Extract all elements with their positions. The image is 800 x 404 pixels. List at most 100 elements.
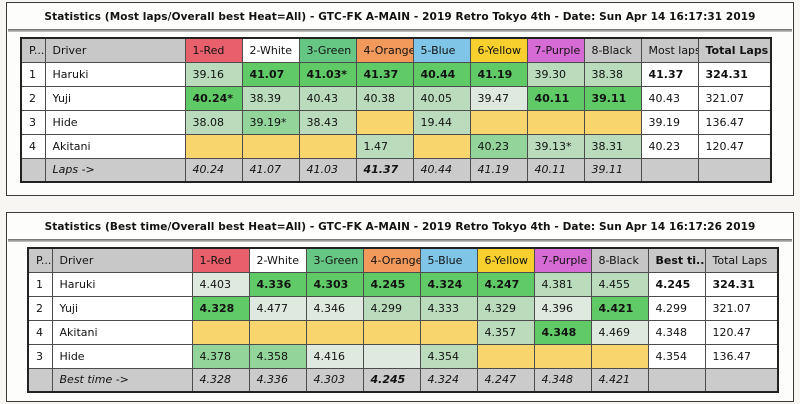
col-header-heat-8: 8-Black xyxy=(590,247,649,273)
heat-time-cell-7 xyxy=(526,109,585,135)
col-header-heat-1: 1-Red xyxy=(191,247,250,273)
position-cell: 1 xyxy=(27,271,53,297)
heat-time-cell-2: 4.477 xyxy=(248,295,307,321)
column-header-row: P... Driver 1-Red 2-White 3-Green 4-Orange 5-B… xyxy=(20,37,772,63)
heat-time-cell-8: 39.11 xyxy=(583,85,642,111)
overall-best-row: Laps -> 40.24 41.07 41.03 41.37 40.44 41.19 40.… xyxy=(20,157,772,183)
heat-time-cell-2 xyxy=(241,133,300,159)
col-header-heat-5: 5-Blue xyxy=(412,37,471,63)
column-header-row: P... Driver 1-Red 2-White 3-Green 4-Orange 5-B… xyxy=(27,247,779,273)
footer-label: Laps -> xyxy=(44,157,186,183)
heat-time-cell-2: 4.336 xyxy=(248,271,307,297)
heat-time-cell-6: 41.19 xyxy=(469,61,528,87)
driver-name-cell: Hide xyxy=(44,109,186,135)
col-header-heat-5: 5-Blue xyxy=(419,247,478,273)
col-header-position: P... xyxy=(27,247,53,273)
footer-value-cell-4: 4.245 xyxy=(362,367,421,393)
position-cell: 3 xyxy=(20,109,46,135)
stats-sheet-most-laps: Statistics (Most laps/Overall best Heat=… xyxy=(6,2,794,196)
total-laps-cell: 120.47 xyxy=(704,319,779,345)
footer-value-cell-3: 4.303 xyxy=(305,367,364,393)
heat-time-cell-3: 4.346 xyxy=(305,295,364,321)
total-laps-cell: 324.31 xyxy=(704,271,779,297)
heat-time-cell-3: 4.416 xyxy=(305,343,364,369)
heat-time-cell-5: 40.05 xyxy=(412,85,471,111)
heat-time-cell-2: 39.19* xyxy=(241,109,300,135)
heat-time-cell-4: 41.37 xyxy=(355,61,414,87)
heat-time-cell-6: 4.247 xyxy=(476,271,535,297)
heat-time-cell-7: 4.348 xyxy=(533,319,592,345)
heat-time-cell-2: 4.358 xyxy=(248,343,307,369)
footer-value-cell-8: 39.11 xyxy=(583,157,642,183)
footer-value-cell-3: 41.03 xyxy=(298,157,357,183)
heat-time-cell-7: 39.13* xyxy=(526,133,585,159)
driver-name-cell: Yuji xyxy=(44,85,186,111)
heat-time-cell-1 xyxy=(184,133,243,159)
col-header-heat-3: 3-Green xyxy=(298,37,357,63)
total-laps-cell: 136.47 xyxy=(697,109,772,135)
col-header-heat-6: 6-Yellow xyxy=(476,247,535,273)
heat-time-cell-6 xyxy=(469,109,528,135)
driver-name-cell: Yuji xyxy=(51,295,193,321)
heat-time-cell-7: 4.396 xyxy=(533,295,592,321)
heat-time-cell-4: 4.245 xyxy=(362,271,421,297)
footer-position-cell xyxy=(20,157,46,183)
footer-label: Best time -> xyxy=(51,367,193,393)
heat-time-cell-7 xyxy=(533,343,592,369)
heat-time-cell-5: 19.44 xyxy=(412,109,471,135)
heat-time-cell-5: 4.354 xyxy=(419,343,478,369)
driver-name-cell: Haruki xyxy=(51,271,193,297)
summary-cell: 4.354 xyxy=(647,343,706,369)
driver-row: 1 Haruki 4.403 4.336 4.303 4.245 4.324 4.247 4.3… xyxy=(27,271,779,297)
summary-cell: 41.37 xyxy=(640,61,699,87)
heat-time-cell-7: 40.11 xyxy=(526,85,585,111)
col-header-heat-1: 1-Red xyxy=(184,37,243,63)
driver-row: 3 Hide 38.08 39.19* 38.43 19.44 39.19 136.47 xyxy=(20,109,772,135)
driver-row: 1 Haruki 39.16 41.07 41.03* 41.37 40.44 41.19 39… xyxy=(20,61,772,87)
heat-time-cell-8: 38.38 xyxy=(583,61,642,87)
heat-time-cell-6: 4.329 xyxy=(476,295,535,321)
summary-cell: 4.299 xyxy=(647,295,706,321)
summary-cell: 40.23 xyxy=(640,133,699,159)
heat-time-cell-5 xyxy=(419,319,478,345)
section-title-best-time: Statistics (Best time/Overall best Heat=… xyxy=(44,221,756,233)
total-laps-cell: 324.31 xyxy=(697,61,772,87)
heat-time-cell-4: 4.299 xyxy=(362,295,421,321)
footer-value-cell-5: 40.44 xyxy=(412,157,471,183)
footer-value-cell-7: 4.348 xyxy=(533,367,592,393)
position-cell: 1 xyxy=(20,61,46,87)
position-cell: 4 xyxy=(20,133,46,159)
heat-time-cell-3: 4.303 xyxy=(305,271,364,297)
footer-value-cell-1: 4.328 xyxy=(191,367,250,393)
col-header-heat-7: 7-Purple xyxy=(526,37,585,63)
heat-time-cell-6 xyxy=(476,343,535,369)
heat-time-cell-6: 39.47 xyxy=(469,85,528,111)
summary-cell: 40.43 xyxy=(640,85,699,111)
position-cell: 2 xyxy=(27,295,53,321)
col-header-driver: Driver xyxy=(44,37,186,63)
driver-row: 2 Yuji 40.24* 38.39 40.43 40.38 40.05 39.47 40.1… xyxy=(20,85,772,111)
heat-time-cell-1 xyxy=(191,319,250,345)
heat-time-cell-3 xyxy=(298,133,357,159)
footer-total-cell xyxy=(704,367,779,393)
footer-position-cell xyxy=(27,367,53,393)
heat-time-cell-8: 4.421 xyxy=(590,295,649,321)
driver-name-cell: Haruki xyxy=(44,61,186,87)
footer-summary-cell xyxy=(640,157,699,183)
heat-time-cell-4 xyxy=(355,109,414,135)
summary-cell: 4.245 xyxy=(647,271,706,297)
footer-value-cell-6: 41.19 xyxy=(469,157,528,183)
heat-time-cell-1: 38.08 xyxy=(184,109,243,135)
footer-value-cell-1: 40.24 xyxy=(184,157,243,183)
heat-time-cell-1: 4.403 xyxy=(191,271,250,297)
total-laps-cell: 321.07 xyxy=(704,295,779,321)
heat-time-cell-8: 4.469 xyxy=(590,319,649,345)
heat-time-cell-4: 40.38 xyxy=(355,85,414,111)
stats-sheet-best-time: Statistics (Best time/Overall best Heat=… xyxy=(6,212,794,402)
title-divider xyxy=(8,239,792,242)
col-header-position: P... xyxy=(20,37,46,63)
heat-time-cell-5: 4.333 xyxy=(419,295,478,321)
summary-cell: 39.19 xyxy=(640,109,699,135)
stats-table-most-laps: P... Driver 1-Red 2-White 3-Green 4-Orange 5-B… xyxy=(20,37,772,183)
heat-time-cell-5: 40.44 xyxy=(412,61,471,87)
